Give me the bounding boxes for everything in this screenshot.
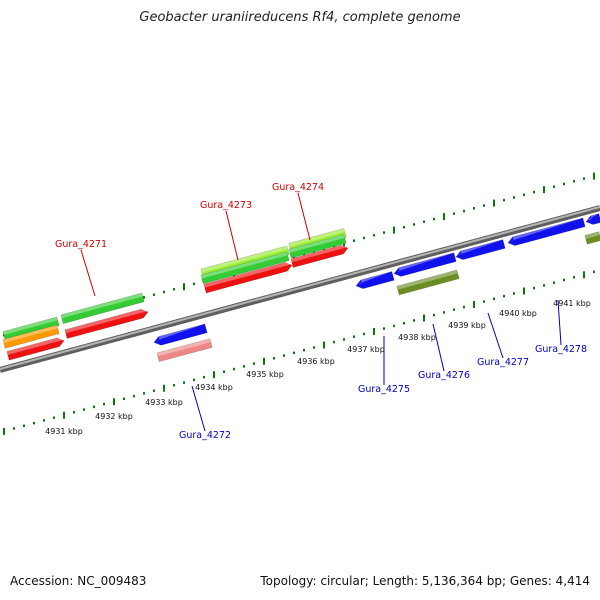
feature-shine: [396, 269, 458, 290]
feature-body: [60, 292, 145, 324]
feature-body: [455, 239, 506, 260]
leader-line: [191, 385, 206, 432]
genome-summary: Topology: circular; Length: 5,136,364 bp…: [260, 574, 590, 588]
cds-feature: [60, 292, 145, 324]
cds-feature: [290, 244, 349, 268]
backbone-highlight: [0, 206, 600, 370]
feature-body: [203, 262, 293, 294]
feature-body: [393, 252, 457, 277]
accession-label: Accession: NC_009483: [10, 574, 147, 588]
gene-label: Gura_4274: [272, 182, 324, 193]
kbp-label: 4940 kbp: [499, 309, 537, 318]
feature-body: [507, 217, 586, 246]
feature-shine: [288, 228, 345, 247]
feature-shine: [64, 309, 148, 334]
leader-line: [297, 192, 311, 241]
cds-feature: [585, 213, 600, 225]
cds-feature: [355, 271, 395, 289]
map-title: Geobacter uraniireducens Rf4, complete g…: [139, 10, 461, 25]
genome-backbone: [0, 205, 600, 373]
leader-line: [487, 312, 504, 359]
kbp-label: 4936 kbp: [297, 357, 335, 366]
feature-body: [153, 323, 208, 346]
cds-feature: [203, 262, 293, 294]
cds-feature: [2, 324, 60, 349]
leader-line: [557, 299, 562, 346]
inner-tick-marks: [3, 270, 595, 435]
gene-label: Gura_4272: [179, 430, 231, 441]
cds-feature: [396, 269, 460, 296]
feature-body: [585, 213, 600, 225]
kbp-label: 4941 kbp: [553, 299, 591, 308]
gene-label: Gura_4278: [535, 344, 587, 355]
kbp-label: 4932 kbp: [95, 412, 133, 421]
label-leader-lines: [80, 192, 562, 432]
gene-features: [2, 213, 600, 363]
feature-shine: [585, 213, 600, 221]
feature-shine: [6, 337, 64, 355]
kbp-label: 4931 kbp: [45, 427, 83, 436]
feature-body: [6, 337, 65, 361]
feature-body: [584, 231, 600, 245]
feature-shine: [290, 245, 348, 263]
cds-feature: [393, 252, 457, 277]
gene-labels: Gura_4271 Gura_4272 Gura_4273 Gura_4274 Gura…: [55, 182, 587, 441]
feature-shine: [156, 338, 211, 357]
feature-body: [396, 269, 460, 296]
leader-line: [80, 249, 96, 297]
feature-shine: [2, 316, 58, 335]
cds-feature: [2, 316, 60, 341]
feature-shine: [153, 324, 206, 342]
gene-label: Gura_4273: [200, 200, 252, 211]
kbp-label: 4938 kbp: [398, 333, 436, 342]
feature-body: [355, 271, 395, 289]
feature-shine: [584, 231, 600, 239]
cds-feature: [288, 234, 347, 259]
feature-body: [156, 338, 213, 363]
cds-feature: [64, 308, 149, 339]
leader-line: [225, 210, 239, 261]
gene-label: Gura_4277: [477, 357, 529, 368]
gene-label: Gura_4275: [358, 384, 410, 395]
feature-shine: [455, 239, 504, 256]
feature-body: [2, 316, 60, 341]
feature-body: [288, 234, 347, 259]
cds-feature: [156, 338, 213, 363]
cds-feature: [507, 217, 586, 246]
kbp-label: 4935 kbp: [246, 370, 284, 379]
kbp-label: 4937 kbp: [347, 345, 385, 354]
feature-shine: [60, 293, 143, 319]
leader-line: [432, 323, 445, 372]
feature-shine: [203, 262, 292, 288]
feature-shine: [200, 245, 288, 273]
feature-body: [290, 244, 349, 268]
feature-shine: [200, 251, 288, 279]
kbp-label: 4933 kbp: [145, 398, 183, 407]
feature-shine: [288, 234, 345, 253]
kbp-label: 4934 kbp: [195, 383, 233, 392]
cds-feature: [6, 337, 65, 361]
cds-feature: [455, 239, 506, 260]
gene-label: Gura_4271: [55, 239, 107, 250]
feature-shine: [2, 324, 58, 343]
kbp-labels: 4931 kbp 4932 kbp 4933 kbp 4934 kbp 4935 kbp…: [45, 299, 591, 436]
cds-feature: [200, 251, 290, 285]
feature-body: [2, 324, 60, 349]
cds-feature: [153, 323, 208, 346]
kbp-label: 4939 kbp: [448, 321, 486, 330]
cds-feature: [584, 231, 600, 245]
feature-shine: [355, 271, 393, 285]
feature-body: [200, 251, 290, 285]
feature-body: [64, 308, 149, 339]
gene-label: Gura_4276: [418, 370, 470, 381]
